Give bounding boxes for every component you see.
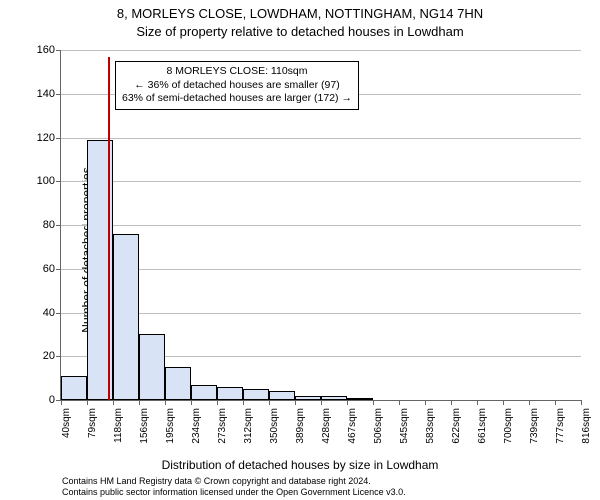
property-marker-line — [108, 57, 110, 400]
histogram-bar — [295, 396, 321, 400]
y-tick-label: 0 — [25, 394, 55, 406]
plot-area: 02040608010012014016040sqm79sqm118sqm156… — [60, 50, 581, 401]
y-tick-label: 20 — [25, 350, 55, 362]
chart-subtitle: Size of property relative to detached ho… — [0, 24, 600, 39]
gridline — [61, 138, 581, 139]
y-tick-label: 100 — [25, 175, 55, 187]
chart-title-address: 8, MORLEYS CLOSE, LOWDHAM, NOTTINGHAM, N… — [0, 6, 600, 21]
gridline — [61, 269, 581, 270]
histogram-bar — [347, 398, 373, 400]
histogram-bar — [139, 334, 165, 400]
histogram-bar — [191, 385, 217, 400]
histogram-bar — [113, 234, 139, 400]
gridline — [61, 225, 581, 226]
y-tick-label: 80 — [25, 219, 55, 231]
y-tick-label: 60 — [25, 263, 55, 275]
y-tick-label: 40 — [25, 307, 55, 319]
annotation-title: 8 MORLEYS CLOSE: 110sqm — [122, 65, 352, 79]
annotation-smaller: ← 36% of detached houses are smaller (97… — [122, 79, 352, 93]
annotation-larger: 63% of semi-detached houses are larger (… — [122, 92, 352, 106]
gridline — [61, 313, 581, 314]
y-tick-label: 140 — [25, 88, 55, 100]
gridline — [61, 50, 581, 51]
property-size-histogram: 8, MORLEYS CLOSE, LOWDHAM, NOTTINGHAM, N… — [0, 0, 600, 500]
histogram-bar — [165, 367, 191, 400]
y-tick-label: 160 — [25, 44, 55, 56]
histogram-bar — [321, 396, 347, 400]
gridline — [61, 181, 581, 182]
x-axis-label: Distribution of detached houses by size … — [0, 458, 600, 472]
y-tick-label: 120 — [25, 132, 55, 144]
histogram-bar — [217, 387, 243, 400]
copyright-footer: Contains HM Land Registry data © Crown c… — [62, 476, 406, 498]
histogram-bar — [243, 389, 269, 400]
annotation-box: 8 MORLEYS CLOSE: 110sqm← 36% of detached… — [115, 61, 359, 110]
footer-line-2: Contains public sector information licen… — [62, 487, 406, 498]
histogram-bar — [61, 376, 87, 400]
histogram-bar — [269, 391, 295, 400]
footer-line-1: Contains HM Land Registry data © Crown c… — [62, 476, 406, 487]
